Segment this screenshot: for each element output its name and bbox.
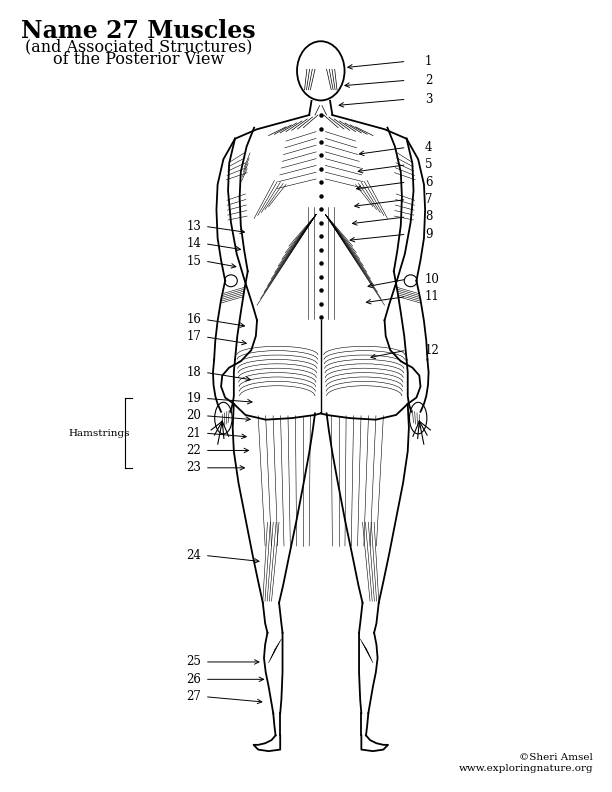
Text: 20: 20	[186, 409, 201, 422]
Text: 5: 5	[425, 158, 433, 171]
Text: 25: 25	[186, 656, 201, 668]
Text: of the Posterior View: of the Posterior View	[53, 51, 224, 68]
Text: www.exploringnature.org: www.exploringnature.org	[458, 764, 593, 773]
Text: 24: 24	[186, 549, 201, 562]
Text: ©Sheri Amsel: ©Sheri Amsel	[520, 753, 593, 762]
Text: 13: 13	[186, 220, 201, 233]
Text: 27: 27	[186, 690, 201, 703]
Text: 21: 21	[186, 427, 201, 440]
Text: 2: 2	[425, 74, 433, 87]
Text: 8: 8	[425, 211, 433, 223]
Text: 26: 26	[186, 673, 201, 686]
Text: 1: 1	[425, 55, 433, 68]
Text: 17: 17	[186, 330, 201, 343]
Text: 10: 10	[425, 272, 440, 286]
Text: 7: 7	[425, 193, 433, 206]
Text: 23: 23	[186, 461, 201, 474]
Text: Hamstrings: Hamstrings	[69, 428, 130, 438]
Text: 4: 4	[425, 141, 433, 154]
Text: 18: 18	[186, 366, 201, 379]
Text: 12: 12	[425, 344, 440, 356]
Text: 15: 15	[186, 254, 201, 268]
Text: 6: 6	[425, 176, 433, 188]
Text: 3: 3	[425, 93, 433, 106]
Text: 22: 22	[186, 444, 201, 457]
Text: 14: 14	[186, 237, 201, 250]
Text: Name 27 Muscles: Name 27 Muscles	[21, 19, 255, 44]
Text: (and Associated Structures): (and Associated Structures)	[24, 39, 252, 55]
Text: 16: 16	[186, 313, 201, 326]
Text: 19: 19	[186, 392, 201, 405]
Text: 11: 11	[425, 290, 440, 303]
Text: 9: 9	[425, 228, 433, 241]
